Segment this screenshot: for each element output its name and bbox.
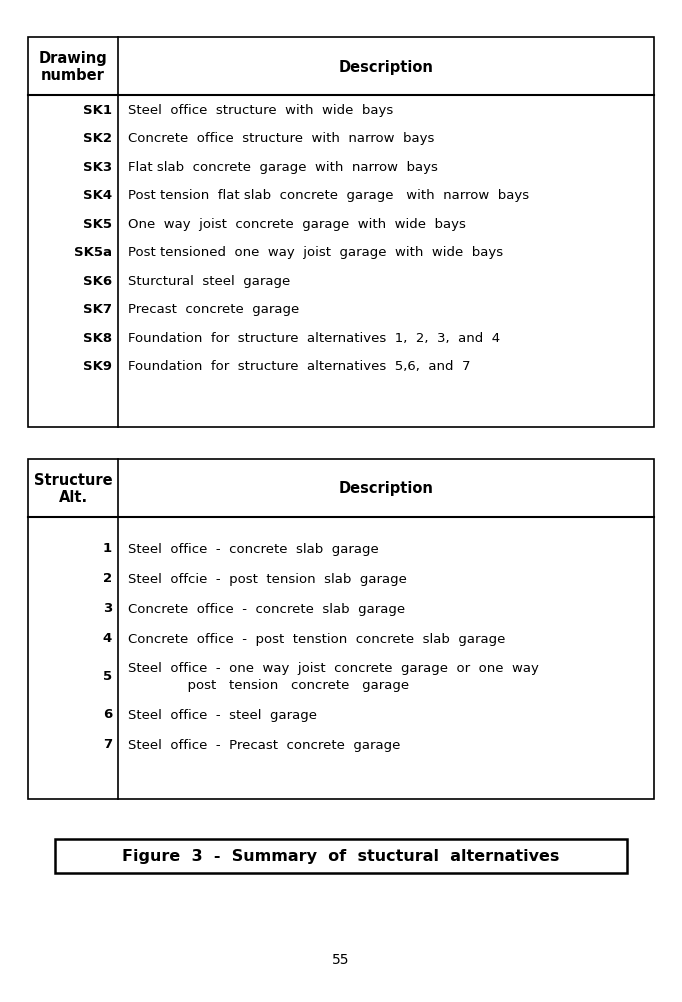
Text: 3: 3 [103, 602, 112, 615]
Text: 5: 5 [103, 669, 112, 682]
Text: Steel  office  -  concrete  slab  garage: Steel office - concrete slab garage [128, 542, 379, 555]
Text: 6: 6 [103, 707, 112, 720]
Text: 55: 55 [332, 952, 350, 966]
Text: SK5a: SK5a [74, 245, 112, 259]
Text: Concrete  office  -  concrete  slab  garage: Concrete office - concrete slab garage [128, 602, 405, 615]
Text: Concrete  office  -  post  tenstion  concrete  slab  garage: Concrete office - post tenstion concrete… [128, 632, 505, 645]
Text: Structure
Alt.: Structure Alt. [33, 472, 113, 505]
Text: Sturctural  steel  garage: Sturctural steel garage [128, 275, 291, 288]
Text: Steel  office  -  Precast  concrete  garage: Steel office - Precast concrete garage [128, 737, 400, 750]
Text: Steel  office  structure  with  wide  bays: Steel office structure with wide bays [128, 103, 394, 116]
Text: SK8: SK8 [83, 332, 112, 344]
Text: SK1: SK1 [83, 103, 112, 116]
Text: Precast  concrete  garage: Precast concrete garage [128, 303, 299, 316]
Bar [28, 38, 654, 428]
Text: SK3: SK3 [83, 160, 112, 173]
Text: Post tensioned  one  way  joist  garage  with  wide  bays: Post tensioned one way joist garage with… [128, 245, 503, 259]
Text: 2: 2 [103, 572, 112, 585]
Text: One  way  joist  concrete  garage  with  wide  bays: One way joist concrete garage with wide … [128, 217, 466, 230]
Text: 1: 1 [103, 542, 112, 555]
Text: SK2: SK2 [83, 132, 112, 145]
Text: SK9: SK9 [83, 360, 112, 373]
Text: Foundation  for  structure  alternatives  5,6,  and  7: Foundation for structure alternatives 5,… [128, 360, 471, 373]
Text: Drawing
number: Drawing number [39, 51, 107, 83]
Bar [55, 839, 627, 873]
Text: Concrete  office  structure  with  narrow  bays: Concrete office structure with narrow ba… [128, 132, 434, 145]
Text: Steel  offcie  -  post  tension  slab  garage: Steel offcie - post tension slab garage [128, 572, 407, 585]
Text: Flat slab  concrete  garage  with  narrow  bays: Flat slab concrete garage with narrow ba… [128, 160, 438, 173]
Text: Steel  office  -  steel  garage: Steel office - steel garage [128, 707, 317, 720]
Text: SK5: SK5 [83, 217, 112, 230]
Text: 7: 7 [103, 737, 112, 750]
Text: SK7: SK7 [83, 303, 112, 316]
Text: Foundation  for  structure  alternatives  1,  2,  3,  and  4: Foundation for structure alternatives 1,… [128, 332, 500, 344]
Text: SK6: SK6 [83, 275, 112, 288]
Text: SK4: SK4 [83, 188, 112, 201]
Text: Description: Description [338, 59, 434, 74]
Text: Post tension  flat slab  concrete  garage   with  narrow  bays: Post tension flat slab concrete garage w… [128, 188, 529, 201]
Text: Steel  office  -  one  way  joist  concrete  garage  or  one  way
              : Steel office - one way joist concrete ga… [128, 661, 539, 691]
Bar [28, 460, 654, 800]
Text: Description: Description [338, 481, 434, 496]
Text: Figure  3  -  Summary  of  stuctural  alternatives: Figure 3 - Summary of stuctural alternat… [122, 849, 560, 864]
Text: 4: 4 [103, 632, 112, 645]
